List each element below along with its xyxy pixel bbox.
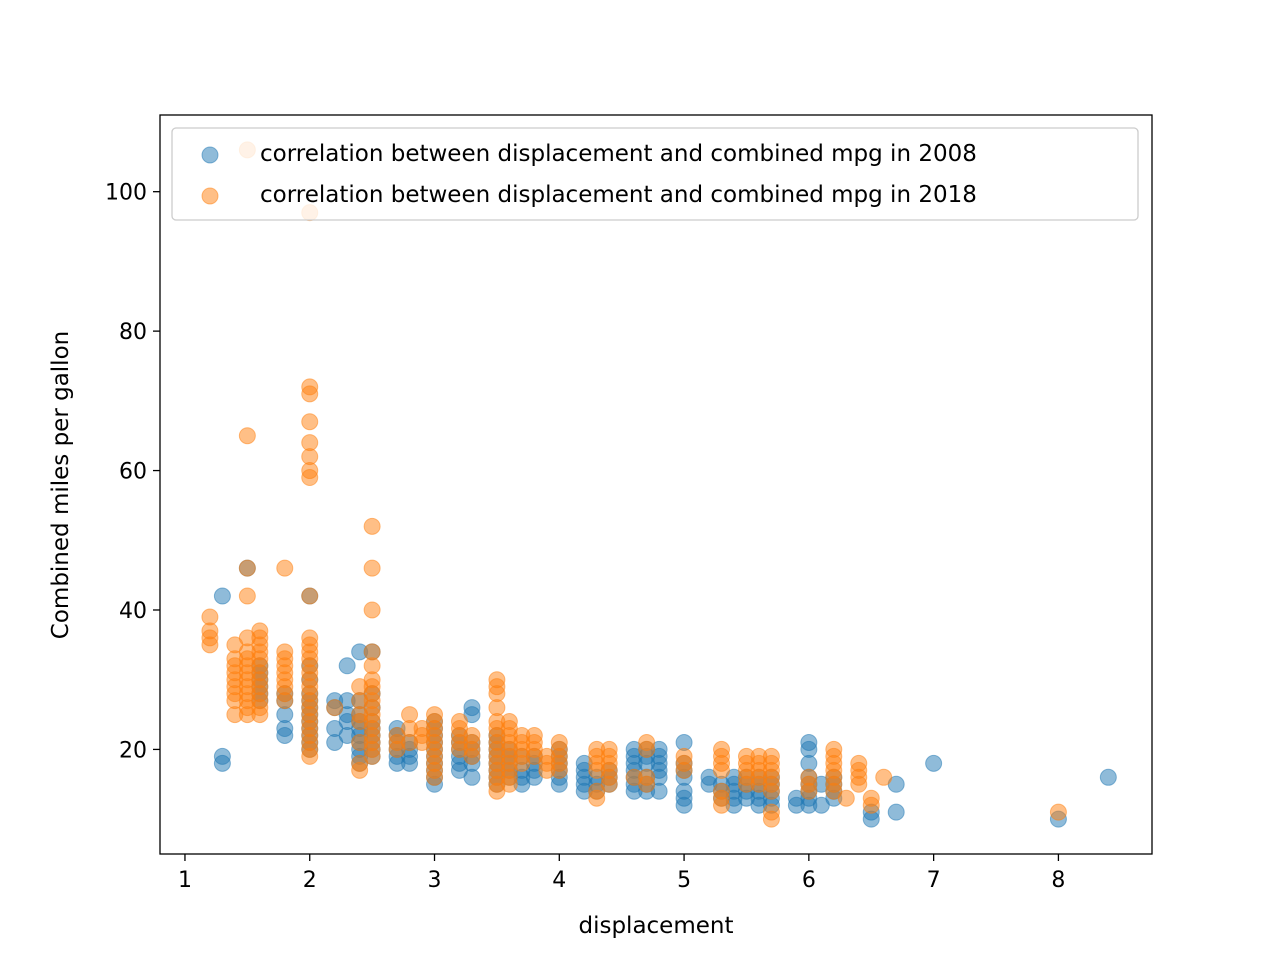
- legend-marker-2018: [201, 187, 219, 205]
- series-1-point-194: [713, 782, 731, 800]
- series-0-point-185: [800, 733, 818, 751]
- series-1-point-216: [762, 747, 780, 765]
- legend-label-2018: correlation between displacement and com…: [260, 182, 977, 208]
- y-tick-label-3: 80: [119, 320, 147, 345]
- series-1-point-198: [713, 740, 731, 758]
- series-1-point-227: [837, 789, 855, 807]
- series-1-point-188: [638, 733, 656, 751]
- series-1-point-100: [363, 559, 381, 577]
- series-0-point-194: [887, 803, 905, 821]
- series-1-point-75: [301, 378, 319, 396]
- points-layer: [201, 141, 1117, 828]
- series-1-point-3: [201, 608, 219, 626]
- legend-marker-2008: [201, 146, 219, 164]
- series-1-point-72: [301, 434, 319, 452]
- x-tick-label-6: 7: [927, 868, 941, 893]
- legend: correlation between displacement and com…: [171, 127, 1139, 221]
- series-0-point-198: [1099, 768, 1117, 786]
- series-1-point-26: [238, 427, 256, 445]
- y-tick-label-2: 60: [119, 460, 147, 485]
- plot-frame: [159, 114, 1153, 855]
- series-1-point-25: [238, 559, 256, 577]
- x-tick-label-3: 4: [552, 868, 566, 893]
- series-0-point-1: [213, 747, 231, 765]
- series-1-point-107: [401, 706, 419, 724]
- x-axis: 1 2 3 4 5 6 7 8: [178, 854, 1065, 893]
- series-1-point-210: [762, 803, 780, 821]
- series-0-point-35: [338, 657, 356, 675]
- series-0-point-87: [463, 699, 481, 717]
- x-tick-label-1: 2: [303, 868, 317, 893]
- y-tick-label-0: 20: [119, 738, 147, 763]
- legend-box: [171, 127, 1139, 221]
- x-axis-label: displacement: [578, 913, 733, 939]
- series-1-point-186: [638, 768, 656, 786]
- series-1-point-129: [463, 726, 481, 744]
- y-tick-label-1: 40: [119, 599, 147, 624]
- series-1-point-77: [326, 699, 344, 717]
- series-1-point-171: [550, 733, 568, 751]
- series-1-point-101: [363, 517, 381, 535]
- x-tick-label-0: 1: [178, 868, 192, 893]
- x-tick-label-5: 6: [802, 868, 816, 893]
- series-1-point-226: [825, 740, 843, 758]
- series-1-point-67: [301, 629, 319, 647]
- series-1-point-99: [363, 601, 381, 619]
- series-1-point-68: [301, 587, 319, 605]
- series-1-point-125: [450, 713, 468, 731]
- series-1-point-49: [276, 559, 294, 577]
- series-1-point-235: [1049, 803, 1067, 821]
- series-1-point-191: [675, 747, 693, 765]
- x-tick-label-4: 5: [677, 868, 691, 893]
- legend-label-2008: correlation between displacement and com…: [260, 141, 977, 167]
- x-tick-label-7: 8: [1051, 868, 1065, 893]
- y-axis: 20 40 60 80 100: [105, 181, 160, 763]
- series-1-point-154: [500, 713, 518, 731]
- series-1-point-234: [875, 768, 893, 786]
- y-tick-label-4: 100: [105, 181, 147, 206]
- series-1-point-48: [276, 643, 294, 661]
- series-1-point-98: [363, 643, 381, 661]
- series-0-point-2: [213, 587, 231, 605]
- series-1-point-24: [238, 587, 256, 605]
- series-0-point-196: [925, 754, 943, 772]
- series-1-point-163: [525, 726, 543, 744]
- series-1-point-73: [301, 413, 319, 431]
- y-axis-label: Combined miles per gallon: [48, 331, 74, 639]
- series-1-point-231: [850, 754, 868, 772]
- plot-area: [160, 115, 1152, 854]
- series-1-point-219: [800, 768, 818, 786]
- series-1-point-183: [600, 740, 618, 758]
- x-tick-label-2: 3: [428, 868, 442, 893]
- series-1-point-233: [862, 789, 880, 807]
- series-1-point-144: [488, 671, 506, 689]
- series-1-point-120: [426, 706, 444, 724]
- series-1-point-40: [251, 622, 269, 640]
